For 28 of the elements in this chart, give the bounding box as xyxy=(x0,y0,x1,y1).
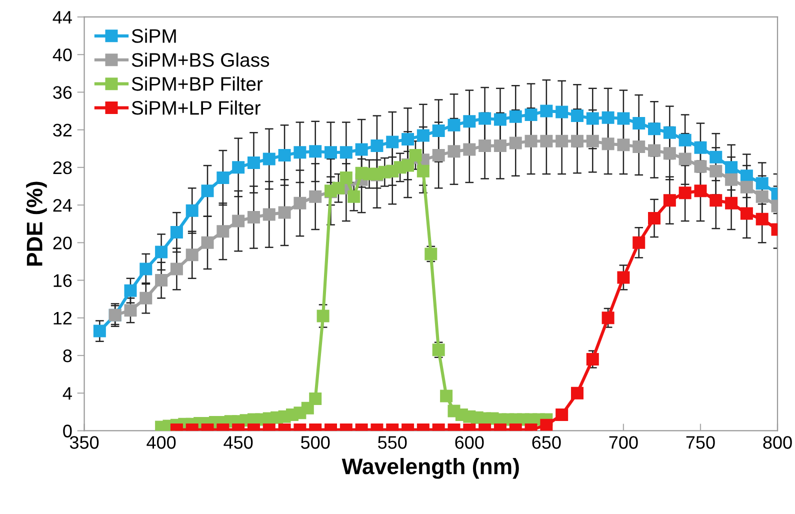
legend-label: SiPM+LP Filter xyxy=(132,100,260,115)
y-tick-label: 32 xyxy=(53,124,72,137)
x-tick-label: 800 xyxy=(763,436,792,449)
legend-label: SiPM+BS Glass xyxy=(132,52,270,67)
y-tick-label: 28 xyxy=(53,161,72,174)
y-tick-label: 44 xyxy=(52,11,72,24)
y-tick-label: 4 xyxy=(62,387,72,400)
legend-label: SiPM+BP Filter xyxy=(132,76,263,91)
x-tick-label: 400 xyxy=(146,436,176,449)
x-tick-label: 600 xyxy=(455,436,484,449)
x-tick-label: 350 xyxy=(70,436,99,449)
y-tick-label: 12 xyxy=(54,312,72,324)
y-tick-label: 0 xyxy=(63,424,72,438)
x-tick-label: 650 xyxy=(532,436,561,449)
y-tick-label: 24 xyxy=(53,198,72,212)
y-tick-label: 20 xyxy=(53,236,72,250)
y-axis-title: PDE (%) xyxy=(26,182,47,266)
x-tick-label: 450 xyxy=(224,436,253,449)
x-tick-label: 700 xyxy=(609,436,638,449)
x-tick-label: 750 xyxy=(686,436,715,449)
x-tick-label: 500 xyxy=(301,436,330,449)
x-tick-label: 550 xyxy=(378,436,407,449)
x-axis-title: Wavelength (nm) xyxy=(342,458,519,479)
legend-label: SiPM xyxy=(132,28,176,43)
y-tick-label: 8 xyxy=(63,349,72,362)
y-tick-label: 36 xyxy=(53,86,72,99)
y-tick-label: 40 xyxy=(52,48,72,62)
y-tick-label: 16 xyxy=(54,274,72,287)
